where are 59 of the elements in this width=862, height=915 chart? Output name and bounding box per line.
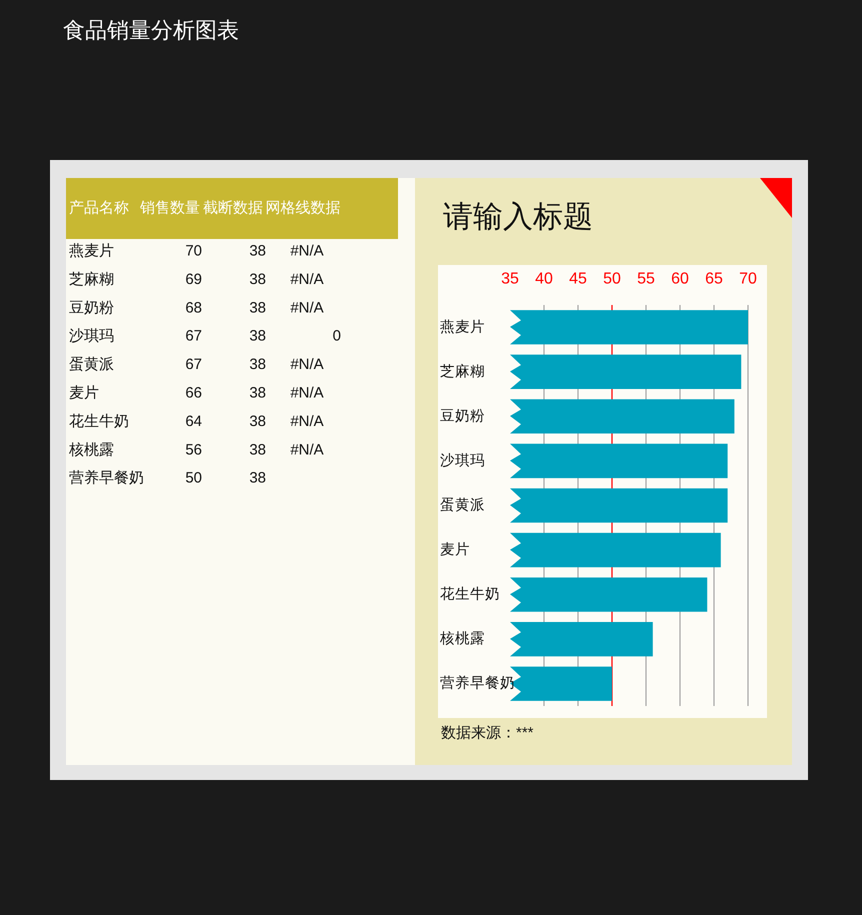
- text: 截断数据: [203, 200, 263, 216]
- y-tick-label: 麦片: [440, 541, 470, 558]
- x-tick-label: 45: [569, 270, 587, 288]
- data-label: #N/A: [290, 412, 324, 430]
- category-label: 营养早餐奶: [69, 470, 144, 487]
- data-label: #N/A: [290, 356, 324, 374]
- data-label: #N/A: [290, 299, 324, 316]
- data-label: 38: [249, 328, 266, 345]
- chart-title: 请输入标题: [443, 200, 593, 234]
- data-label: 38: [249, 299, 266, 316]
- category-label: 蛋黄派: [69, 356, 114, 374]
- category-label: 燕麦片: [69, 242, 114, 260]
- data-label: 66: [185, 384, 202, 402]
- y-tick-label: 花生牛奶: [440, 586, 500, 603]
- y-tick-label: 豆奶粉: [440, 407, 485, 424]
- data-label: 67: [185, 328, 202, 345]
- y-tick-label: 营养早餐奶: [440, 674, 515, 692]
- text: 网格线数据: [266, 200, 340, 216]
- y-tick-label: 芝麻糊: [440, 362, 485, 380]
- data-label: 38: [249, 242, 266, 260]
- data-label: 67: [185, 356, 202, 374]
- x-tick-label: 40: [535, 270, 553, 288]
- category-label: 芝麻糊: [69, 270, 114, 288]
- data-label: 38: [249, 412, 266, 430]
- data-label: 70: [185, 242, 202, 260]
- data-label: 38: [249, 356, 266, 374]
- data-label: #N/A: [290, 242, 324, 260]
- data-label: 38: [249, 441, 266, 458]
- category-label: 沙琪玛: [69, 328, 114, 345]
- category-label: 花生牛奶: [69, 412, 129, 430]
- category-label: 豆奶粉: [69, 299, 114, 316]
- data-label: 38: [249, 384, 266, 402]
- y-tick-label: 沙琪玛: [440, 452, 485, 469]
- x-tick-label: 50: [603, 270, 621, 288]
- category-label: 麦片: [69, 384, 99, 402]
- data-label: 56: [185, 441, 202, 458]
- x-tick-label: 70: [739, 270, 757, 288]
- text: 食品销量分析图表: [63, 18, 239, 42]
- data-label: 68: [185, 299, 202, 316]
- data-label: 69: [185, 270, 202, 288]
- data-label: #N/A: [290, 441, 324, 458]
- data-label: 38: [249, 270, 266, 288]
- x-tick-label: 60: [671, 270, 689, 288]
- data-label: 38: [249, 470, 266, 487]
- category-label: 核桃露: [68, 441, 114, 458]
- data-label: 0: [332, 328, 341, 345]
- data-label: #N/A: [290, 384, 324, 402]
- text: 产品名称: [69, 200, 129, 216]
- y-tick-label: 燕麦片: [440, 318, 485, 336]
- x-tick-label: 35: [501, 270, 519, 288]
- data-label: #N/A: [290, 270, 324, 288]
- source-note: 数据来源：***: [441, 724, 534, 742]
- series-label: 销售数量: [139, 200, 200, 216]
- x-tick-label: 65: [705, 270, 723, 288]
- y-tick-label: 核桃露: [439, 630, 485, 648]
- x-tick-label: 55: [637, 270, 655, 288]
- y-tick-label: 蛋黄派: [440, 496, 485, 514]
- data-label: 50: [185, 470, 202, 487]
- data-label: 64: [185, 412, 202, 430]
